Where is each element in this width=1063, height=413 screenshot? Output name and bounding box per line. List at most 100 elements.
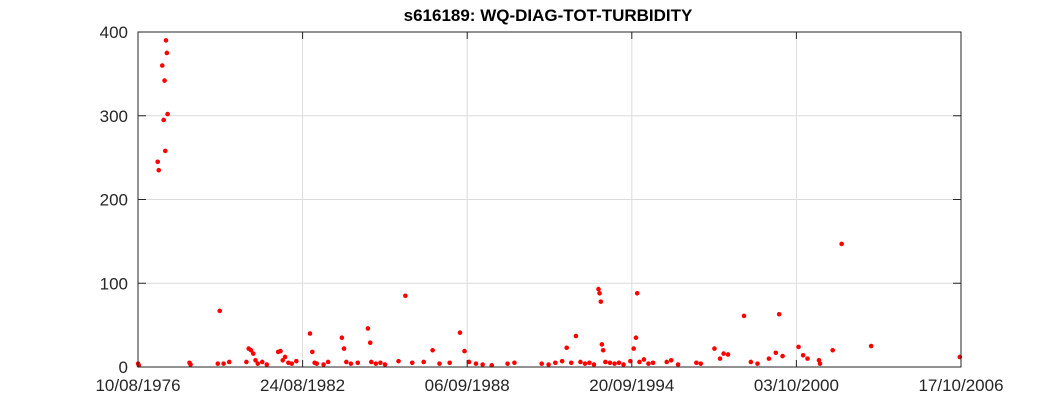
data-point xyxy=(156,167,162,173)
data-point xyxy=(621,362,626,367)
data-point xyxy=(868,343,874,349)
data-point xyxy=(289,361,295,366)
data-point xyxy=(631,346,636,351)
data-point xyxy=(480,362,485,367)
data-point xyxy=(307,331,313,336)
data-point xyxy=(447,360,452,366)
data-point xyxy=(217,308,223,314)
data-point xyxy=(344,359,349,365)
data-point xyxy=(421,359,426,365)
data-point xyxy=(748,359,754,365)
x-tick-label: 24/08/1982 xyxy=(260,376,345,395)
data-point xyxy=(578,359,583,365)
data-point xyxy=(159,63,165,68)
data-point xyxy=(597,291,602,296)
data-points xyxy=(135,38,963,368)
data-point xyxy=(310,349,315,355)
data-point xyxy=(373,361,379,366)
data-point xyxy=(437,361,442,366)
data-point xyxy=(278,348,283,354)
data-point xyxy=(165,111,170,117)
data-point xyxy=(596,286,601,292)
data-point xyxy=(634,291,640,296)
data-point xyxy=(668,358,674,363)
data-point xyxy=(776,311,782,317)
data-point xyxy=(568,360,574,366)
data-point xyxy=(721,351,726,356)
data-point xyxy=(244,359,249,365)
data-point xyxy=(741,313,747,319)
data-point xyxy=(839,241,844,247)
data-point xyxy=(378,360,383,366)
data-point xyxy=(250,351,256,356)
data-point xyxy=(780,353,785,359)
data-point xyxy=(321,362,326,367)
x-tick-label: 17/10/2006 xyxy=(918,376,1003,395)
y-tick-label: 400 xyxy=(100,23,128,42)
data-point xyxy=(564,345,570,351)
data-point xyxy=(162,78,167,83)
data-point xyxy=(253,358,258,363)
data-point xyxy=(355,360,361,366)
data-point xyxy=(717,356,723,361)
data-point xyxy=(161,117,166,123)
data-point xyxy=(430,347,435,353)
data-point xyxy=(725,352,731,357)
chart-title: s616189: WQ-DIAG-TOT-TURBIDITY xyxy=(404,6,693,25)
x-tick-label: 10/08/1976 xyxy=(95,376,180,395)
data-point xyxy=(382,362,388,367)
data-point xyxy=(800,352,806,358)
y-tick-label: 100 xyxy=(100,274,128,293)
data-point xyxy=(616,360,622,366)
data-point xyxy=(553,360,558,366)
data-point xyxy=(582,361,588,366)
data-point xyxy=(505,361,510,366)
y-tick-label: 200 xyxy=(100,191,128,210)
data-point xyxy=(282,354,288,360)
y-tick-label: 300 xyxy=(100,107,128,126)
data-point xyxy=(155,159,161,165)
data-point xyxy=(773,350,779,356)
data-point xyxy=(612,361,617,366)
data-point xyxy=(587,360,592,366)
data-point xyxy=(591,362,597,367)
data-point xyxy=(633,335,639,340)
data-point xyxy=(599,342,605,347)
data-point xyxy=(396,358,401,364)
data-point xyxy=(294,358,299,364)
data-point xyxy=(264,362,270,367)
x-axis-ticks: 10/08/1976 24/08/1982 06/09/1988 20/09/1994… xyxy=(95,32,1004,395)
data-point xyxy=(348,361,354,366)
data-point xyxy=(796,344,801,350)
data-point xyxy=(473,361,479,366)
data-point xyxy=(489,363,495,368)
data-point xyxy=(766,356,772,361)
data-point xyxy=(512,360,517,366)
data-point xyxy=(539,361,544,366)
grid-lines xyxy=(137,31,962,368)
data-point xyxy=(646,361,651,366)
data-point xyxy=(712,346,717,351)
data-point xyxy=(163,38,169,43)
data-point xyxy=(559,358,565,364)
data-point xyxy=(365,326,371,331)
data-point xyxy=(462,348,467,354)
data-point xyxy=(641,357,647,362)
data-point xyxy=(367,340,373,346)
data-point xyxy=(650,360,656,366)
data-point xyxy=(164,50,170,56)
y-tick-label: 0 xyxy=(119,358,128,377)
data-point xyxy=(221,361,226,366)
data-point xyxy=(637,359,642,365)
data-point xyxy=(409,360,415,366)
data-point xyxy=(830,347,835,353)
data-point xyxy=(188,362,193,367)
data-point xyxy=(694,360,699,366)
data-point xyxy=(573,333,579,339)
data-point xyxy=(226,359,232,365)
data-point xyxy=(603,359,608,365)
data-point xyxy=(248,347,254,353)
data-point xyxy=(457,330,463,335)
data-point xyxy=(817,361,823,366)
